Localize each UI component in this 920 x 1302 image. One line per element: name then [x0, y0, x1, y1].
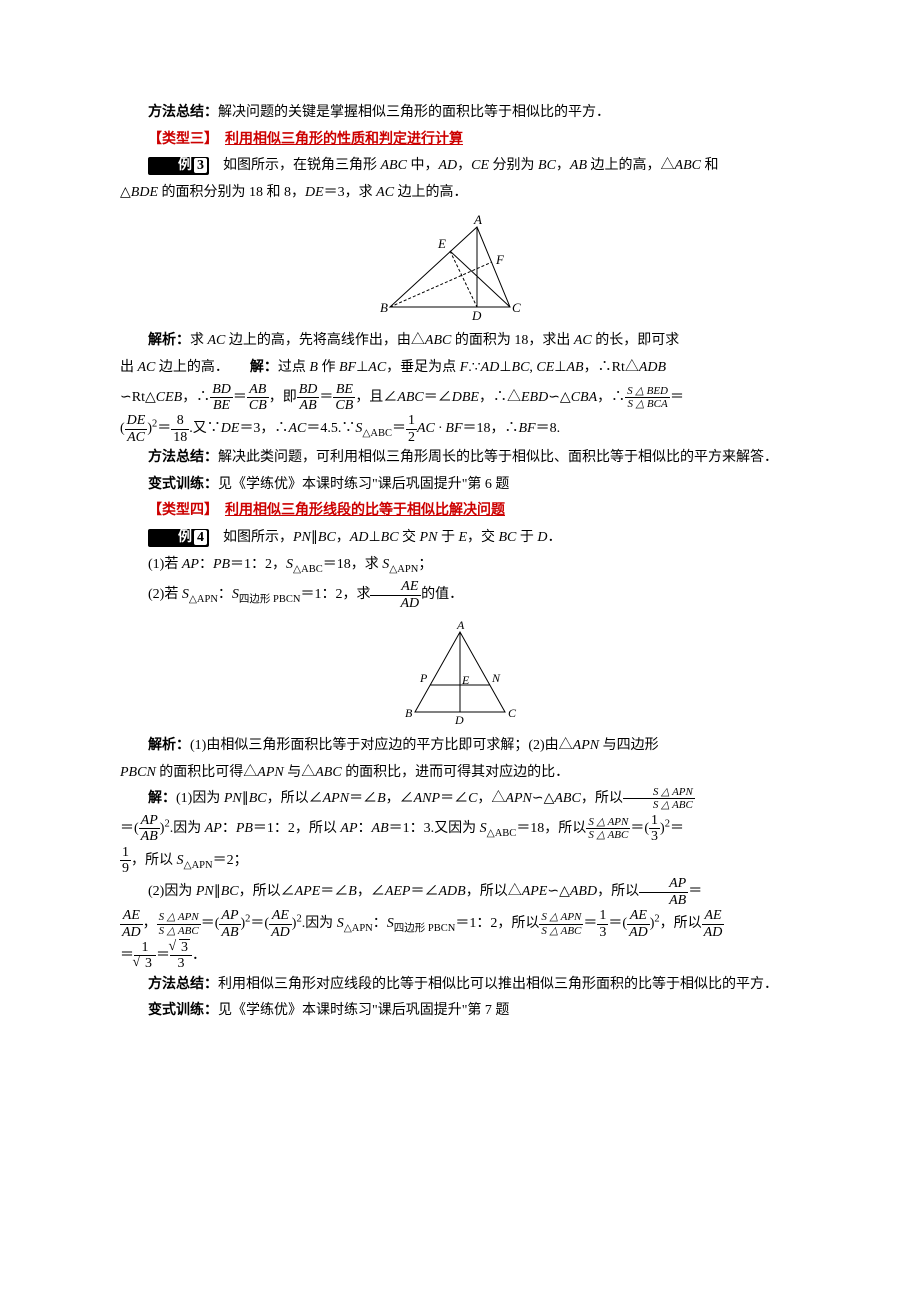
type3-solve-4: (DEAC)2＝818.又∵DE＝3，∴AC＝4.5.∵S△ABC＝12AC ·…: [120, 413, 800, 445]
svg-text:F: F: [495, 252, 505, 267]
method-label: 方法总结：: [148, 105, 218, 120]
solve-label: 解：: [250, 360, 278, 375]
type3-variant: 变式训练：见《学练优》本课时练习"课后巩固提升"第 6 题: [120, 472, 800, 499]
lead-method: 方法总结：解决问题的关键是掌握相似三角形的面积比等于相似比的平方．: [120, 100, 800, 127]
type3-problem-2: △BDE 的面积分别为 18 和 8，DE＝3，求 AC 边上的高．: [120, 180, 800, 207]
example4-label: 例4: [148, 529, 209, 547]
solve-label: 解：: [148, 791, 176, 806]
type3-heading: 【类型三】 利用相似三角形的性质和判定进行计算: [120, 127, 800, 154]
svg-text:D: D: [471, 308, 482, 322]
svg-text:E: E: [437, 236, 446, 251]
type3-title: 利用相似三角形的性质和判定进行计算: [225, 132, 463, 147]
type4-problem: 例4 如图所示，PN∥BC，AD⊥BC 交 PN 于 E，交 BC 于 D．: [120, 525, 800, 552]
figure-type4: A B C D E P N: [390, 617, 530, 727]
figure-type3: A B C D E F: [360, 212, 560, 322]
svg-text:E: E: [461, 673, 470, 687]
type4-variant: 变式训练：见《学练优》本课时练习"课后巩固提升"第 7 题: [120, 998, 800, 1025]
svg-text:N: N: [491, 671, 501, 685]
type4-solve-2: ＝(APAB)2.因为 AP：PB＝1：2，所以 AP：AB＝1：3.又因为 S…: [120, 813, 800, 845]
method-text: 解决问题的关键是掌握相似三角形的面积比等于相似比的平方．: [218, 105, 610, 120]
analysis-label: 解析：: [148, 333, 190, 348]
example3-label: 例3: [148, 157, 209, 175]
type4-q1: (1)若 AP：PB＝1：2，S△ABC＝18，求 S△APN；: [120, 552, 800, 580]
type3-analysis: 解析：求 AC 边上的高，先将高线作出，由△ABC 的面积为 18，求出 AC …: [120, 328, 800, 355]
type4-part2-1: (2)因为 PN∥BC，所以∠APE＝∠B，∠AEP＝∠ADB，所以△APE∽△…: [120, 876, 800, 908]
variant-label: 变式训练：: [148, 1003, 218, 1018]
variant-label: 变式训练：: [148, 477, 218, 492]
variant-text: 见《学练优》本课时练习"课后巩固提升"第 7 题: [218, 1003, 509, 1018]
svg-text:P: P: [419, 671, 428, 685]
type4-analysis-2: PBCN 的面积比可得△APN 与△ABC 的面积比，进而可得其对应边的比．: [120, 760, 800, 787]
variant-text: 见《学练优》本课时练习"课后巩固提升"第 6 题: [218, 477, 509, 492]
method-label: 方法总结：: [148, 977, 218, 992]
type3-problem: 例3 如图所示，在锐角三角形 ABC 中，AD，CE 分别为 BC，AB 边上的…: [120, 153, 800, 180]
svg-text:D: D: [454, 713, 464, 727]
svg-text:C: C: [508, 706, 517, 720]
type4-solve-1: 解：(1)因为 PN∥BC，所以∠APN＝∠B，∠ANP＝∠C，△APN∽△AB…: [120, 786, 800, 813]
type3-analysis-2: 出 AC 边上的高． 解：过点 B 作 BF⊥AC，垂足为点 F.∵AD⊥BC,…: [120, 355, 800, 382]
type3-method: 方法总结：解决此类问题，可利用相似三角形周长的比等于相似比、面积比等于相似比的平…: [120, 445, 800, 472]
type4-solve-3: 19，所以 S△APN＝2；: [120, 845, 800, 877]
type3-solve-3: ∽Rt△CEB，∴BDBE＝ABCB，即BDAB＝BECB，且∠ABC＝∠DBE…: [120, 382, 800, 414]
type4-q2: (2)若 S△APN：S四边形 PBCN＝1：2，求AEAD的值．: [120, 579, 800, 611]
type4-analysis: 解析：(1)由相似三角形面积比等于对应边的平方比即可求解；(2)由△APN 与四…: [120, 733, 800, 760]
analysis-label: 解析：: [148, 738, 190, 753]
type4-part2-3: ＝13＝33．: [120, 940, 800, 972]
svg-text:C: C: [512, 300, 521, 315]
method-text: 解决此类问题，可利用相似三角形周长的比等于相似比、面积比等于相似比的平方来解答．: [218, 450, 778, 465]
type3-label: 【类型三】: [148, 132, 211, 147]
type4-heading: 【类型四】 利用相似三角形线段的比等于相似比解决问题: [120, 498, 800, 525]
svg-text:B: B: [405, 706, 413, 720]
svg-text:B: B: [380, 300, 388, 315]
svg-text:A: A: [456, 618, 465, 632]
method-text: 利用相似三角形对应线段的比等于相似比可以推出相似三角形面积的比等于相似比的平方．: [218, 977, 778, 992]
type4-label: 【类型四】: [148, 503, 211, 518]
type4-title: 利用相似三角形线段的比等于相似比解决问题: [225, 503, 505, 518]
method-label: 方法总结：: [148, 450, 218, 465]
type4-part2-2: AEAD，S △ APNS △ ABC＝(APAB)2＝(AEAD)2.因为 S…: [120, 908, 800, 940]
svg-text:A: A: [473, 212, 482, 227]
type4-method: 方法总结：利用相似三角形对应线段的比等于相似比可以推出相似三角形面积的比等于相似…: [120, 972, 800, 999]
